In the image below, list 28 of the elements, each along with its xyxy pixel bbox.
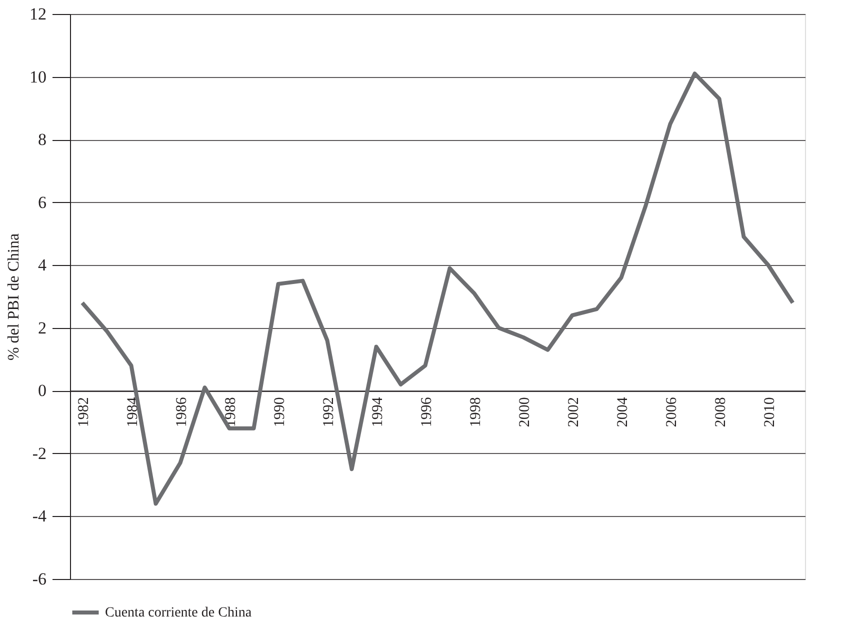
y-axis-title: % del PBI de China (6, 233, 22, 361)
x-tick-label: 2002 (566, 397, 582, 428)
y-tick-label: 2 (38, 318, 46, 338)
y-tick-label: 10 (30, 67, 46, 86)
y-tick-label: 12 (30, 4, 46, 24)
x-tick-label: 2008 (712, 397, 729, 428)
x-tick-label: 1984 (124, 396, 141, 428)
y-tick-label: 8 (38, 130, 46, 150)
y-tick-label: 0 (38, 381, 46, 400)
x-tick-label: 1982 (76, 397, 92, 428)
x-tick-label: 1988 (222, 397, 239, 428)
x-tick-label: 1998 (468, 397, 484, 428)
legend-label: Cuenta corriente de China (105, 606, 252, 620)
y-tick-label: -6 (32, 570, 46, 588)
x-tick-label: 1986 (174, 396, 190, 428)
x-tick-label: 2010 (762, 397, 778, 428)
x-tick-label: 2000 (516, 397, 533, 428)
x-tick-label: 2004 (614, 396, 631, 428)
y-tick-label: -2 (32, 444, 46, 463)
x-tick-label: 2006 (664, 396, 680, 428)
x-tick-label: 1990 (272, 397, 288, 428)
y-tick-label: -4 (32, 506, 47, 526)
y-tick-label: 6 (38, 192, 46, 212)
line-series (80, 72, 795, 506)
x-tick-label: 1996 (418, 396, 435, 428)
x-tick-label: 1994 (370, 396, 386, 428)
x-tick-label: 1992 (320, 397, 337, 428)
y-tick-label: 4 (38, 256, 47, 275)
